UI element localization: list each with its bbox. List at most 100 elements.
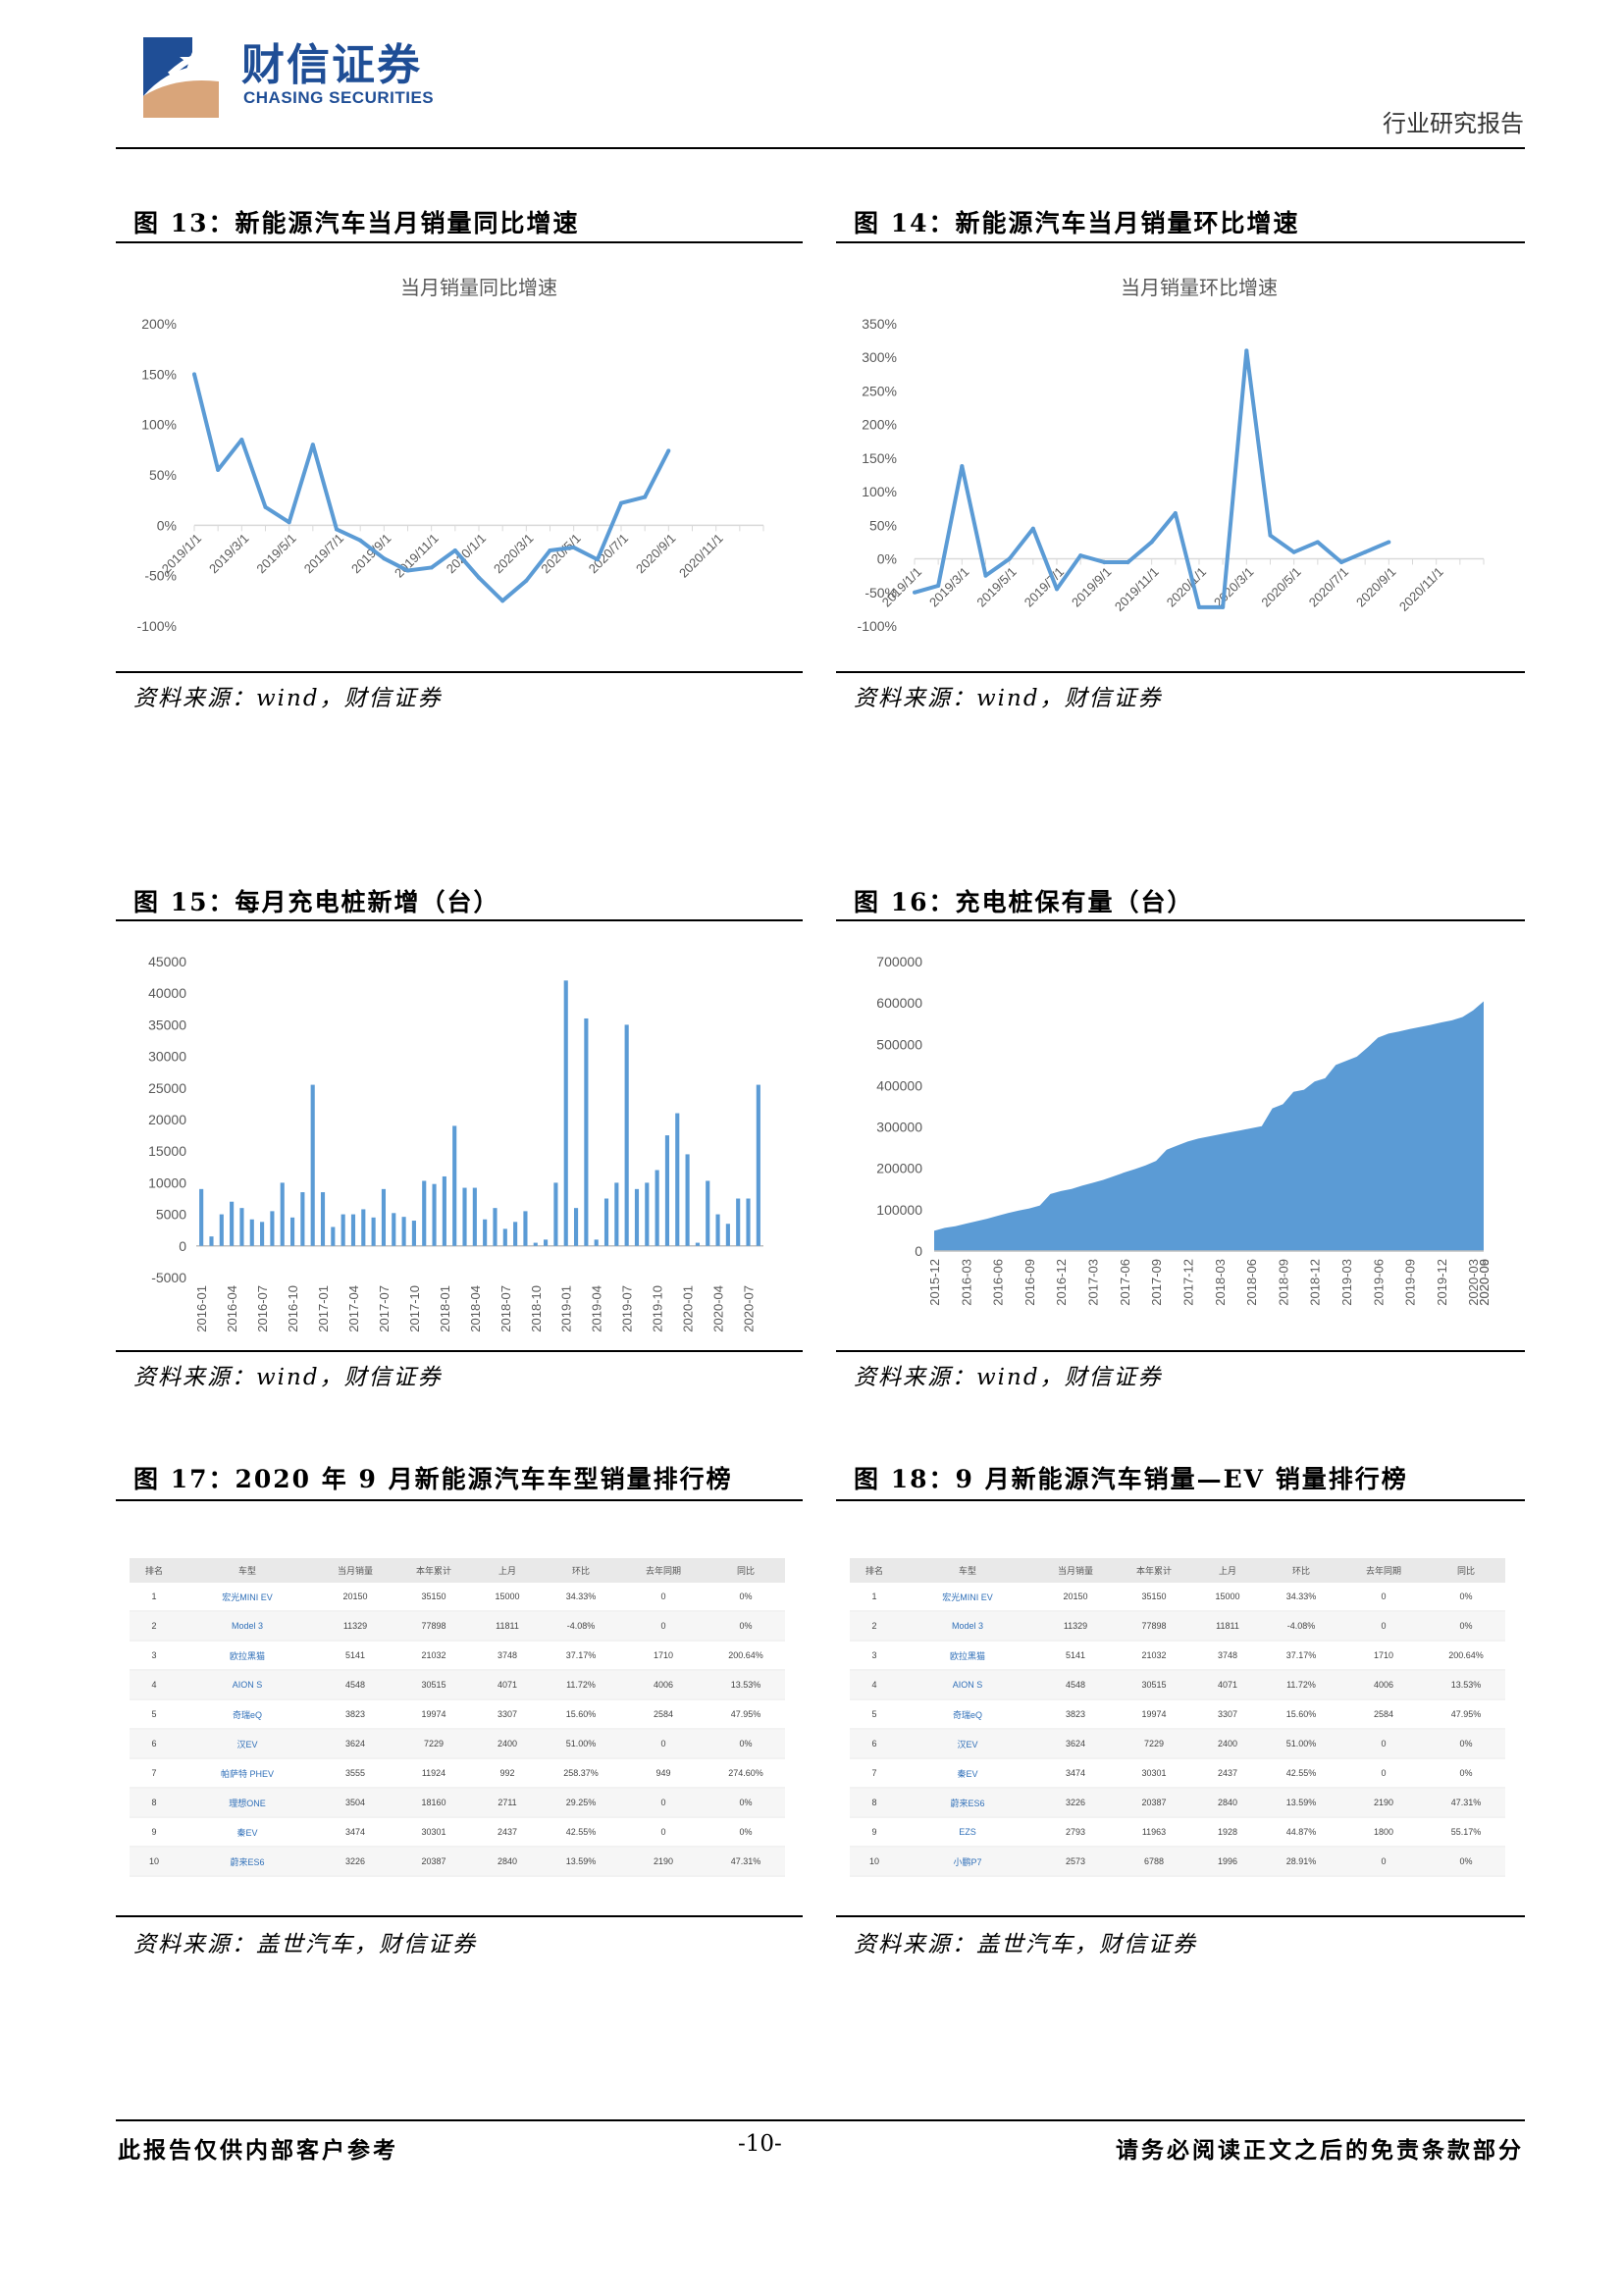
table-row: 7 帕萨特 PHEV 3555 11924 992 258.37% 949 274.60% [130,1758,785,1789]
table-cell: 0 [1340,1611,1427,1642]
table-cell-model: 蔚来ES6 [899,1788,1036,1818]
table-cell: 4071 [1193,1670,1262,1700]
table-header-cell: 本年累计 [1115,1558,1193,1583]
table-cell: 2573 [1036,1847,1115,1877]
bar [483,1219,488,1246]
bar [199,1188,204,1246]
data-point [1149,540,1154,545]
table-cell: 10 [850,1847,899,1877]
x-tick-label: 2019/7/1 [301,531,346,576]
table-cell: 15000 [473,1583,542,1612]
x-tick-label: 2019-06 [1371,1259,1386,1306]
table-cell: 47.31% [707,1847,785,1877]
table-header-cell: 去年同期 [1340,1558,1427,1583]
y-tick-label: 500000 [876,1036,922,1052]
table-cell: 0 [1340,1758,1427,1789]
x-tick-label: 2020/5/1 [538,531,583,576]
table-cell-model: EZS [899,1817,1036,1848]
x-tick-label: 2019-07 [620,1285,635,1332]
bar [289,1217,295,1246]
data-point [1291,549,1296,554]
table-row: 3 欧拉黑猫 5141 21032 3748 37.17% 1710 200.64% [850,1641,1505,1671]
table-cell: 11329 [316,1611,394,1642]
table-row: 4 AION S 4548 30515 4071 11.72% 4006 13.53% [130,1670,785,1700]
x-tick-label: 2016-07 [255,1285,270,1332]
table-cell: 992 [473,1758,542,1789]
table-cell: 47.95% [707,1699,785,1730]
data-point [1007,556,1012,561]
table-cell: 30301 [1115,1758,1193,1789]
y-tick-label: 0 [179,1238,186,1254]
y-tick-label: 400000 [876,1077,922,1093]
bar [249,1219,254,1246]
table-cell: 11924 [394,1758,473,1789]
x-tick-label: 2019/5/1 [253,531,298,576]
fig15-title: 图 15：每月充电桩新增（台） [133,888,500,916]
data-point [358,538,363,543]
table-cell: 0% [707,1611,785,1642]
table-cell-model: 汉EV [179,1729,316,1759]
bar [320,1192,326,1246]
bar [655,1170,659,1246]
table-cell: 3226 [316,1847,394,1877]
table-cell: 11.72% [1262,1670,1340,1700]
data-point [1197,604,1201,609]
table-cell: 77898 [1115,1611,1193,1642]
table-cell: 0% [707,1583,785,1612]
table-row: 1 宏光MINI EV 20150 35150 15000 34.33% 0 0% [130,1583,785,1612]
table-cell: 19974 [394,1699,473,1730]
table-cell: 3823 [316,1699,394,1730]
x-tick-label: 2020-03 [1466,1259,1481,1306]
chart-title: 当月销量同比增速 [400,277,557,299]
table-cell: 1 [130,1583,179,1612]
table-cell: 2840 [473,1847,542,1877]
x-tick-label: 2020/3/1 [491,531,536,576]
table-cell: 20387 [1115,1788,1193,1818]
fig15-top-rule [116,919,803,921]
table-cell: 13.53% [707,1670,785,1700]
x-tick-label: 2018-12 [1308,1259,1323,1306]
data-point [571,545,576,549]
table-cell: 5141 [316,1641,394,1671]
table-header-cell: 车型 [179,1558,316,1583]
logo-text-cn: 财信证券 [241,40,422,90]
bar [603,1198,609,1246]
bar [634,1188,640,1246]
table-cell: 0 [620,1788,707,1818]
fig18-top-rule [836,1499,1525,1501]
bar [624,1024,629,1246]
table-row: 9 秦EV 3474 30301 2437 42.55% 0 0% [130,1817,785,1848]
table-cell: 7 [850,1758,899,1789]
data-point [1030,526,1035,531]
data-point [429,565,434,570]
data-point [1339,559,1343,564]
table-cell: 4006 [1340,1670,1427,1700]
fig13-title: 图 13：新能源汽车当月销量同比增速 [133,209,580,237]
x-tick-label: 2017-03 [1086,1259,1101,1306]
data-point [619,500,623,505]
fig16-area-chart: 0 100000 200000 300000 400000 500000 600000 700… [876,954,1492,1306]
table-cell: 20150 [1036,1583,1115,1612]
table-cell: 0 [1340,1729,1427,1759]
table-cell: 37.17% [1262,1641,1340,1671]
table-header-cell: 环比 [1262,1558,1340,1583]
table-cell: 0% [1427,1729,1505,1759]
logo: 财信证券 CHASING SECURITIES [135,27,449,121]
x-tick-label: 2020/9/1 [1353,564,1398,609]
table-cell-model: Model 3 [179,1611,316,1642]
table-cell: 0 [620,1611,707,1642]
footer-disclaimer-left: 此报告仅供内部客户参考 [118,2137,398,2164]
table-cell: 200.64% [707,1641,785,1671]
table-header-cell: 本年累计 [394,1558,473,1583]
y-tick-label: -100% [858,618,897,634]
table-cell-model: 秦EV [179,1817,316,1848]
table-cell: 7229 [394,1729,473,1759]
table-cell-model: 欧拉黑猫 [899,1641,1036,1671]
bar [614,1182,619,1246]
bar [493,1208,498,1246]
x-tick-label: 2019-12 [1435,1259,1449,1306]
table-cell: 8 [130,1788,179,1818]
y-tick-label: 15000 [148,1143,186,1159]
y-tick-label: -50% [144,568,177,584]
y-tick-label: 40000 [148,985,186,1001]
